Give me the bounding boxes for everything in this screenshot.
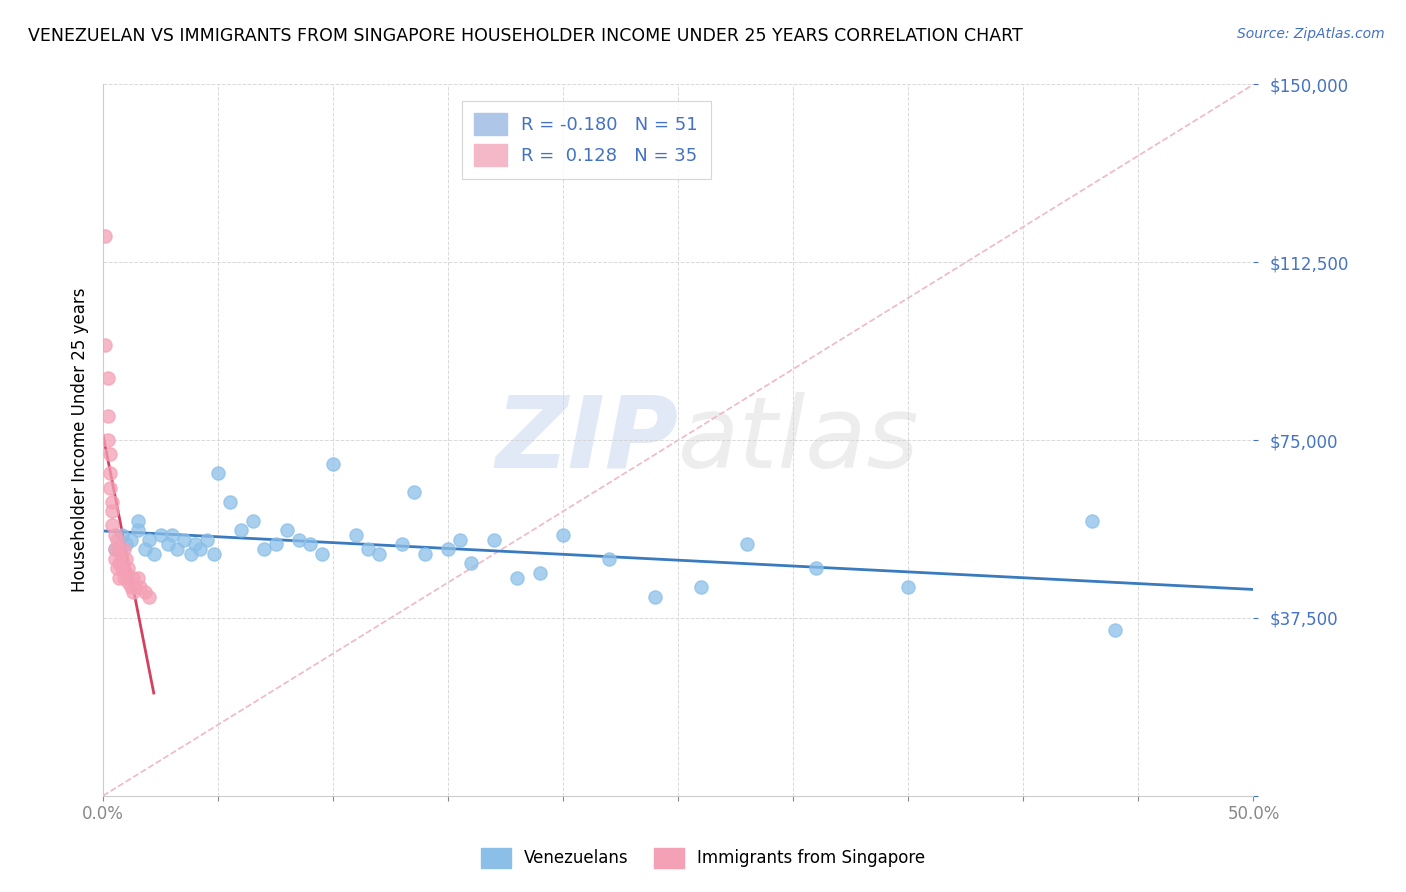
Point	[94, 229, 117, 244]
Point	[98, 481, 121, 495]
Text: Source: ZipAtlas.com: Source: ZipAtlas.com	[1237, 27, 1385, 41]
Point	[737, 537, 759, 551]
Point	[127, 571, 149, 585]
Point	[1081, 514, 1104, 528]
Point	[115, 551, 138, 566]
Point	[529, 566, 551, 580]
Point	[110, 551, 132, 566]
Point	[344, 528, 367, 542]
Point	[98, 447, 121, 461]
Point	[437, 542, 460, 557]
Point	[115, 566, 138, 580]
Point	[108, 542, 131, 557]
Point	[188, 542, 211, 557]
Point	[115, 537, 138, 551]
Point	[127, 523, 149, 537]
Point	[644, 590, 666, 604]
Point	[598, 551, 620, 566]
Point	[690, 580, 713, 594]
Point	[253, 542, 276, 557]
Point	[97, 433, 120, 447]
Point	[134, 585, 156, 599]
Point	[218, 494, 240, 508]
Point	[101, 504, 124, 518]
Point	[311, 547, 333, 561]
Point	[117, 575, 139, 590]
Point	[112, 542, 135, 557]
Point	[184, 537, 207, 551]
Point	[242, 514, 264, 528]
Text: atlas: atlas	[678, 392, 920, 489]
Point	[149, 528, 172, 542]
Point	[195, 533, 218, 547]
Point	[202, 547, 225, 561]
Point	[231, 523, 253, 537]
Y-axis label: Householder Income Under 25 years: Householder Income Under 25 years	[72, 288, 89, 592]
Point	[98, 467, 121, 481]
Point	[1104, 623, 1126, 637]
Legend: R = -0.180   N = 51, R =  0.128   N = 35: R = -0.180 N = 51, R = 0.128 N = 35	[461, 101, 710, 179]
Point	[276, 523, 298, 537]
Point	[156, 537, 179, 551]
Point	[484, 533, 506, 547]
Point	[402, 485, 425, 500]
Point	[806, 561, 828, 575]
Point	[322, 457, 344, 471]
Point	[108, 557, 131, 571]
Point	[104, 542, 127, 557]
Point	[122, 585, 145, 599]
Point	[287, 533, 309, 547]
Point	[413, 547, 436, 561]
Point	[120, 533, 142, 547]
Point	[391, 537, 413, 551]
Point	[506, 571, 529, 585]
Point	[166, 542, 188, 557]
Point	[180, 547, 202, 561]
Point	[897, 580, 920, 594]
Point	[553, 528, 575, 542]
Point	[449, 533, 471, 547]
Point	[105, 561, 128, 575]
Point	[97, 409, 120, 424]
Point	[127, 514, 149, 528]
Point	[101, 494, 124, 508]
Point	[122, 571, 145, 585]
Point	[117, 561, 139, 575]
Point	[120, 580, 142, 594]
Point	[101, 518, 124, 533]
Point	[112, 571, 135, 585]
Point	[357, 542, 380, 557]
Legend: Venezuelans, Immigrants from Singapore: Venezuelans, Immigrants from Singapore	[474, 841, 932, 875]
Point	[173, 533, 195, 547]
Point	[134, 542, 156, 557]
Point	[160, 528, 183, 542]
Point	[110, 561, 132, 575]
Point	[264, 537, 287, 551]
Point	[124, 580, 146, 594]
Point	[105, 533, 128, 547]
Point	[104, 542, 127, 557]
Point	[138, 590, 160, 604]
Point	[108, 571, 131, 585]
Point	[138, 533, 160, 547]
Point	[110, 528, 132, 542]
Point	[129, 580, 152, 594]
Text: ZIP: ZIP	[495, 392, 678, 489]
Text: VENEZUELAN VS IMMIGRANTS FROM SINGAPORE HOUSEHOLDER INCOME UNDER 25 YEARS CORREL: VENEZUELAN VS IMMIGRANTS FROM SINGAPORE …	[28, 27, 1024, 45]
Point	[299, 537, 322, 551]
Point	[142, 547, 165, 561]
Point	[94, 338, 117, 352]
Point	[97, 371, 120, 385]
Point	[104, 528, 127, 542]
Point	[104, 551, 127, 566]
Point	[368, 547, 391, 561]
Point	[460, 557, 482, 571]
Point	[207, 467, 229, 481]
